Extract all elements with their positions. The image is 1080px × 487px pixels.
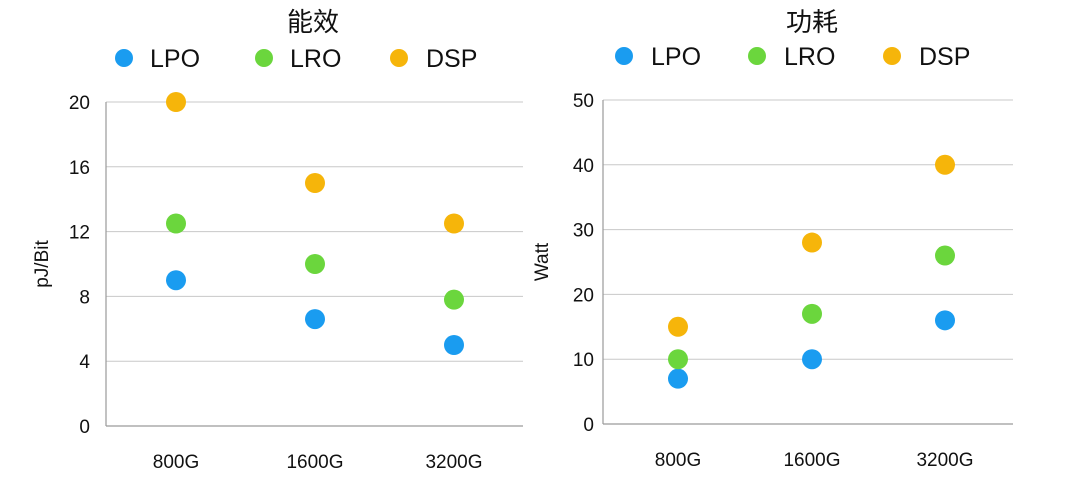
- y-axis-label: pJ/Bit: [32, 240, 53, 288]
- power-consumption-chart: 功耗 LPO LRO DSP 0 10 20 30 40 50 Watt 800G 1600G 3200G: [532, 7, 1013, 471]
- data-point-lro: [444, 289, 464, 310]
- legend-label-lro: LRO: [784, 43, 835, 71]
- y-tick-label: 50: [573, 91, 594, 112]
- x-tick-label: 1600G: [783, 450, 840, 471]
- legend-marker-dsp-icon: [390, 49, 408, 67]
- x-tick-label: 3200G: [916, 450, 973, 471]
- legend-marker-dsp-icon: [883, 47, 901, 65]
- chart-title: 功耗: [786, 7, 838, 37]
- y-axis-label: Watt: [532, 242, 553, 281]
- energy-efficiency-chart: 能效 LPO LRO DSP 0 4 8 12 16 20 pJ/Bit 800G 1600G 3200G: [32, 7, 523, 473]
- data-point-lro: [166, 213, 186, 234]
- data-point-dsp: [668, 316, 688, 337]
- legend-label-lpo: LPO: [651, 43, 701, 71]
- data-point-lpo: [935, 310, 955, 331]
- data-point-dsp: [935, 154, 955, 175]
- legend-marker-lro-icon: [255, 49, 273, 67]
- y-tick-label: 30: [573, 221, 594, 242]
- y-tick-label: 20: [69, 93, 90, 114]
- y-tick-label: 12: [69, 223, 90, 244]
- data-point-dsp: [305, 173, 325, 193]
- data-point-dsp: [166, 92, 186, 112]
- legend-marker-lpo-icon: [115, 49, 133, 67]
- y-tick-label: 8: [79, 287, 90, 308]
- y-tick-label: 0: [79, 417, 90, 438]
- legend-marker-lro-icon: [748, 47, 766, 65]
- data-point-dsp: [444, 213, 464, 234]
- legend-marker-lpo-icon: [615, 47, 633, 65]
- y-tick-label: 16: [69, 158, 90, 179]
- y-tick-label: 10: [573, 350, 594, 371]
- data-point-lpo: [444, 335, 464, 355]
- legend-label-dsp: DSP: [426, 45, 477, 73]
- x-tick-label: 1600G: [286, 452, 343, 473]
- data-point-lpo: [166, 270, 186, 291]
- x-tick-label: 800G: [655, 450, 701, 471]
- data-point-dsp: [802, 232, 822, 253]
- data-point-lpo: [668, 368, 688, 389]
- data-point-lro: [305, 254, 325, 274]
- y-tick-label: 20: [573, 285, 594, 306]
- data-point-lpo: [305, 309, 325, 330]
- legend-label-lpo: LPO: [150, 45, 200, 73]
- x-tick-label: 3200G: [425, 452, 482, 473]
- data-point-lro: [668, 349, 688, 370]
- y-tick-label: 4: [79, 352, 90, 373]
- legend-label-lro: LRO: [290, 45, 341, 73]
- data-point-lro: [935, 245, 955, 266]
- y-tick-label: 0: [583, 415, 594, 436]
- x-tick-label: 800G: [153, 452, 199, 473]
- y-tick-label: 40: [573, 156, 594, 177]
- data-point-lpo: [802, 349, 822, 370]
- legend-label-dsp: DSP: [919, 43, 970, 71]
- chart-title: 能效: [287, 7, 339, 37]
- data-point-lro: [802, 303, 822, 324]
